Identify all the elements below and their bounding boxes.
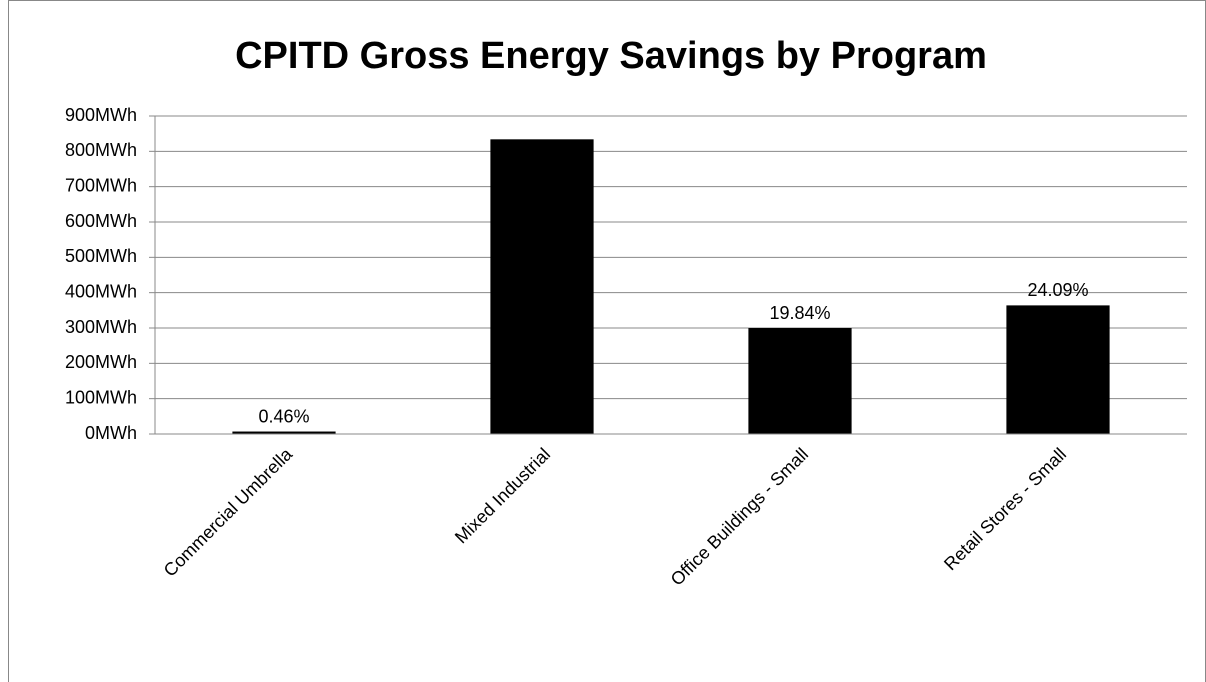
y-tick-label: 100MWh <box>65 387 137 407</box>
bar <box>490 139 594 434</box>
chart-frame <box>8 0 1206 682</box>
y-tick-label: 200MWh <box>65 352 137 372</box>
y-tick-label: 400MWh <box>65 281 137 301</box>
bar <box>748 328 852 434</box>
bar <box>232 431 336 434</box>
bar <box>1006 305 1110 434</box>
y-tick-label: 500MWh <box>65 246 137 266</box>
y-tick-label: 900MWh <box>65 105 137 125</box>
data-label: 0.46% <box>258 406 309 426</box>
y-tick-label: 300MWh <box>65 317 137 337</box>
data-label: 24.09% <box>1027 280 1088 300</box>
y-tick-label: 0MWh <box>85 423 137 443</box>
y-tick-label: 600MWh <box>65 211 137 231</box>
chart-title: CPITD Gross Energy Savings by Program <box>235 35 987 77</box>
y-tick-label: 700MWh <box>65 175 137 195</box>
y-tick-label: 800MWh <box>65 140 137 160</box>
data-label: 19.84% <box>769 303 830 323</box>
